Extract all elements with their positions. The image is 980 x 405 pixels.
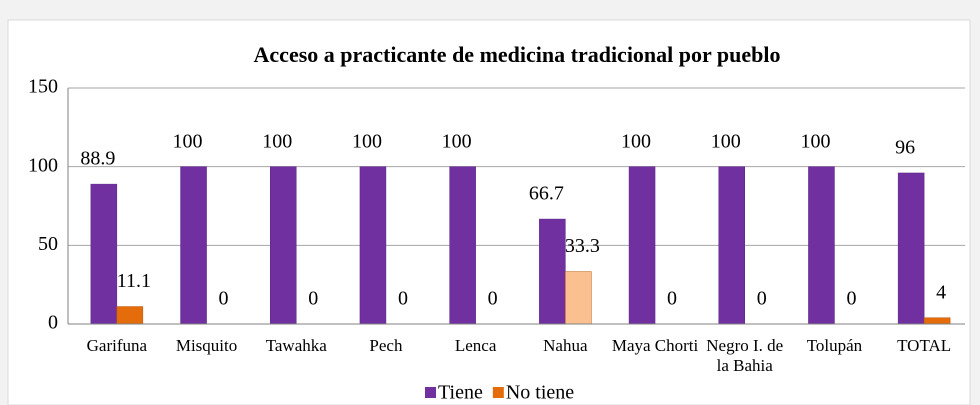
- x-tick-label: TOTAL: [897, 336, 952, 355]
- data-label: 100: [352, 130, 382, 152]
- data-label: 0: [846, 288, 856, 310]
- bar: [270, 166, 297, 325]
- legend-label: Tiene: [438, 382, 483, 404]
- data-label: 66.7: [529, 183, 564, 205]
- data-label: 100: [173, 130, 203, 152]
- x-tick-label: Garifuna: [86, 336, 148, 355]
- bar: [628, 166, 656, 325]
- data-label: 88.9: [80, 148, 115, 170]
- data-label: 4: [936, 281, 946, 303]
- x-tick-label: Misquito: [175, 336, 238, 355]
- chart-title: Acceso a practicante de medicina tradici…: [254, 42, 781, 67]
- data-label: 0: [757, 288, 767, 310]
- data-label: 96: [895, 137, 915, 159]
- data-label: 0: [308, 288, 318, 310]
- data-label: 100: [442, 130, 472, 152]
- data-label: 100: [711, 130, 741, 152]
- data-label: 0: [219, 288, 229, 310]
- data-label: 33.3: [565, 235, 600, 257]
- bar: [359, 166, 387, 325]
- data-label: 0: [667, 288, 677, 310]
- bar: [180, 166, 207, 325]
- bar: [449, 166, 476, 325]
- data-label: 100: [800, 130, 830, 152]
- data-label: 100: [621, 130, 651, 152]
- bar: [90, 183, 118, 325]
- data-label: 11.1: [117, 270, 151, 292]
- y-tick-label: 50: [38, 233, 58, 255]
- x-tick-label: Lenca: [454, 336, 497, 355]
- y-tick-label: 100: [28, 154, 58, 176]
- legend-swatch: [492, 387, 504, 398]
- bar: [539, 218, 566, 325]
- bar: [565, 271, 592, 325]
- y-tick-label: 0: [48, 312, 58, 334]
- x-tick-label: Negro I. de la Bahia: [706, 336, 784, 375]
- data-label: 100: [262, 130, 292, 152]
- x-tick-label: Pech: [369, 336, 403, 355]
- bar: [808, 166, 835, 325]
- y-tick-label: 150: [28, 76, 58, 98]
- bar: [116, 306, 144, 325]
- x-tick-label: Nahua: [543, 336, 588, 355]
- bar: [923, 317, 951, 325]
- legend-label: No tiene: [506, 382, 574, 404]
- x-tick-label: Tawahka: [265, 336, 327, 355]
- bar: [897, 172, 925, 325]
- legend-swatch: [425, 387, 436, 398]
- x-tick-label: Maya Chorti: [611, 336, 699, 355]
- x-tick-label: Tolupán: [806, 336, 863, 355]
- data-label: 0: [488, 288, 498, 310]
- bar: [718, 166, 745, 325]
- data-label: 0: [398, 288, 408, 310]
